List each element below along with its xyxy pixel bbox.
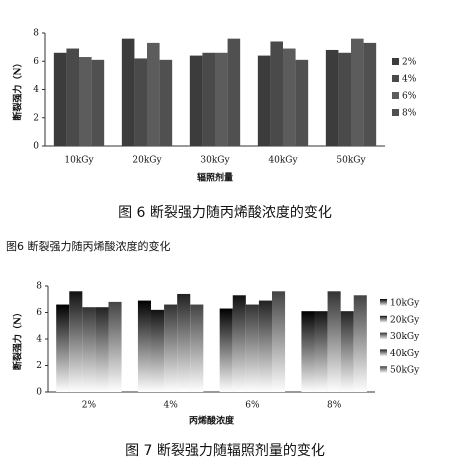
bar [351,38,364,146]
bar [271,291,286,392]
bar [338,52,351,146]
bar [283,48,296,146]
x-tick-label: 50kGy [336,156,366,166]
bar [257,55,271,146]
x-axis-label: 丙烯酸浓度 [189,415,235,427]
bar [79,57,92,147]
bar [353,295,367,392]
bar [202,52,215,146]
bar [215,52,228,146]
y-tick-label: 4 [33,85,39,95]
bar [258,300,272,392]
bar [314,311,328,392]
legend-swatch [380,315,387,323]
x-tick-label: 4% [163,401,178,411]
y-tick-label: 6 [33,57,39,67]
bar [151,309,165,392]
legend-label: 4% [402,75,417,85]
x-axis-label: 辐照剂量 [197,172,233,184]
bar [363,42,377,147]
bar [53,52,67,146]
legend-swatch [380,299,387,306]
bar [219,308,233,392]
x-tick-label: 10kGy [64,156,94,166]
legend-label: 20kGy [390,315,420,325]
y-axis-label: 断裂强力（N） [12,308,24,370]
legend-label: 8% [402,109,417,119]
bar [189,55,203,146]
legend-label: 30kGy [390,332,420,342]
document-text: 图6 断裂强力随丙烯酸浓度的变化 [6,239,171,253]
caption: 图 7 断裂强力随辐照剂量的变化 [125,443,325,459]
y-tick-label: 2 [33,113,39,123]
x-tick-label: 20kGy [132,156,162,166]
y-tick-label: 4 [36,335,42,345]
legend-label: 50kGy [390,366,420,376]
legend-swatch [380,366,387,374]
bar [164,304,178,392]
bar [177,293,191,392]
bar [95,307,109,392]
x-tick-label: 6% [245,401,260,411]
bar [301,311,315,392]
bar [56,304,70,392]
bar [295,59,309,146]
x-tick-label: 8% [327,401,342,411]
legend-swatch [392,92,399,99]
bar [340,311,354,392]
bar [108,301,122,392]
y-tick-label: 6 [36,308,42,318]
bar [137,300,152,392]
bar [270,41,283,146]
bar [245,304,259,392]
bar [227,38,241,146]
bar [121,38,135,146]
y-tick-label: 8 [36,282,42,292]
bar [69,291,83,392]
legend-label: 40kGy [390,349,420,359]
legend-swatch [392,58,399,65]
caption: 图 6 断裂强力随丙烯酸浓度的变化 [118,205,332,221]
bar [91,59,105,146]
legend-swatch [392,75,399,82]
x-tick-label: 30kGy [200,156,230,166]
legend-label: 2% [402,58,417,68]
legend-swatch [380,349,387,357]
bar [66,48,79,146]
bar [147,42,160,147]
legend-label: 6% [402,92,417,102]
y-axis-label: 断裂强力（N） [12,58,24,120]
bar [232,295,246,392]
y-tick-label: 8 [33,29,39,39]
y-tick-label: 0 [36,388,42,398]
legend-swatch [392,109,399,116]
bar [134,58,147,146]
legend-label: 10kGy [390,299,420,309]
x-tick-label: 2% [82,401,97,411]
y-tick-label: 0 [33,142,39,152]
x-tick-label: 40kGy [268,156,298,166]
bar [82,307,96,392]
bar [190,304,204,392]
legend-swatch [380,332,387,340]
bar [327,291,341,392]
bar [325,49,339,147]
bar [159,59,173,146]
y-tick-label: 2 [36,361,42,371]
